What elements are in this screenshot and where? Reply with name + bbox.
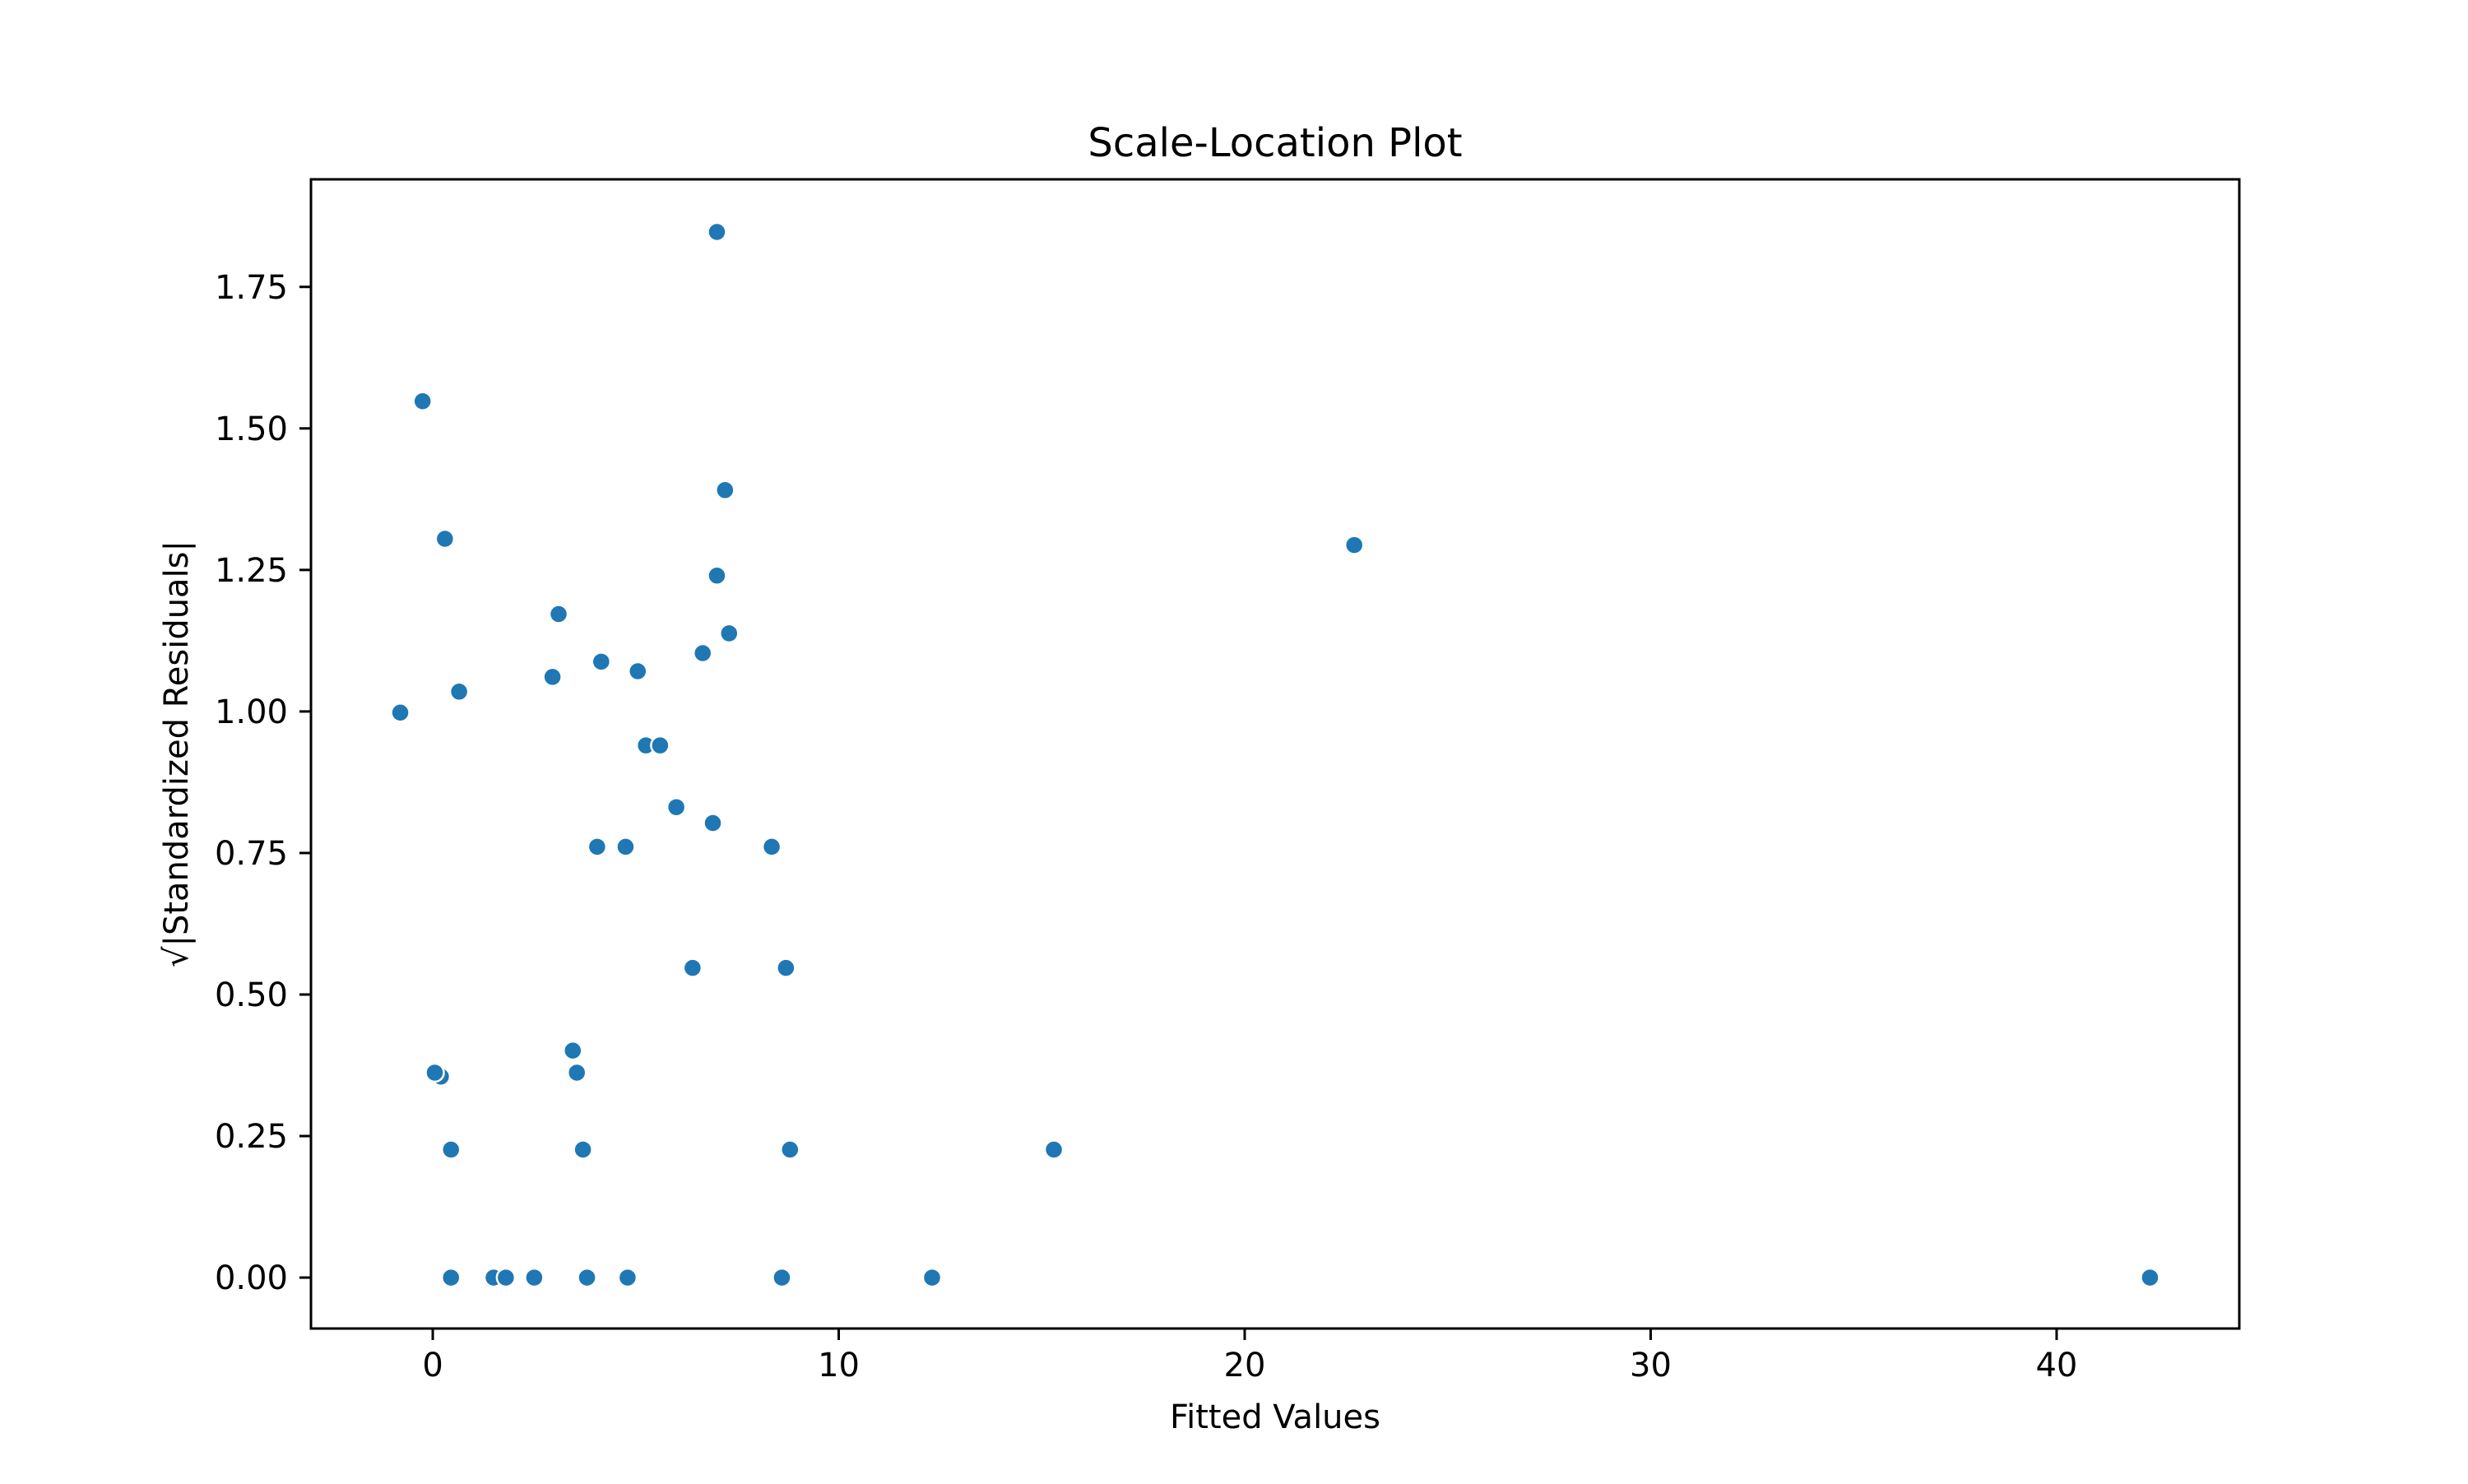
data-point — [704, 814, 722, 832]
data-point — [592, 652, 610, 670]
y-tick-label: 0.00 — [215, 1259, 288, 1297]
data-point — [525, 1268, 543, 1287]
data-point — [772, 1268, 791, 1287]
x-tick-label: 10 — [818, 1347, 860, 1384]
data-point — [442, 1141, 460, 1159]
y-tick-label: 0.50 — [215, 976, 288, 1014]
data-point — [1045, 1141, 1063, 1159]
plot-frame — [311, 179, 2239, 1329]
y-axis-label: √|Standardized Residuals| — [158, 540, 196, 967]
data-point — [707, 567, 726, 585]
data-point — [436, 530, 454, 548]
data-point — [564, 1041, 582, 1060]
data-point — [1345, 536, 1363, 554]
data-point — [777, 959, 795, 977]
data-point — [450, 683, 468, 701]
x-axis-label: Fitted Values — [1170, 1398, 1380, 1436]
data-point — [578, 1268, 596, 1287]
data-point — [629, 662, 647, 680]
data-point — [550, 605, 568, 624]
data-point — [616, 837, 634, 856]
data-point — [651, 736, 669, 754]
data-point — [574, 1141, 592, 1159]
data-point — [694, 644, 712, 662]
data-point — [923, 1268, 941, 1287]
data-point — [781, 1141, 799, 1159]
data-point — [568, 1064, 586, 1082]
data-point — [426, 1064, 444, 1082]
data-point — [2141, 1268, 2159, 1287]
data-point — [392, 703, 410, 721]
x-tick-label: 30 — [1630, 1347, 1672, 1384]
y-tick-label: 1.25 — [215, 552, 288, 590]
data-point — [619, 1268, 637, 1287]
x-axis: 0 10 20 30 40 — [422, 1329, 2077, 1384]
data-point — [720, 624, 738, 642]
x-tick-label: 0 — [422, 1347, 443, 1384]
x-tick-label: 40 — [2035, 1347, 2077, 1384]
data-point — [716, 481, 734, 499]
data-point — [544, 668, 562, 686]
y-tick-label: 0.75 — [215, 835, 288, 873]
y-axis: 0.00 0.25 0.50 0.75 1.00 1.25 1.50 1.75 — [215, 269, 311, 1297]
y-tick-label: 1.00 — [215, 693, 288, 731]
data-point — [667, 798, 685, 816]
x-tick-label: 20 — [1224, 1347, 1266, 1384]
data-point — [414, 392, 432, 410]
data-point — [707, 223, 726, 241]
data-point — [588, 837, 606, 856]
y-tick-label: 1.50 — [215, 410, 288, 448]
y-tick-label: 0.25 — [215, 1118, 288, 1156]
y-tick-label: 1.75 — [215, 269, 288, 307]
plot-area — [392, 223, 2160, 1287]
data-point — [763, 837, 781, 856]
data-point — [684, 959, 702, 977]
chart-title: Scale-Location Plot — [1088, 120, 1462, 166]
data-point — [442, 1268, 460, 1287]
data-point — [497, 1268, 515, 1287]
